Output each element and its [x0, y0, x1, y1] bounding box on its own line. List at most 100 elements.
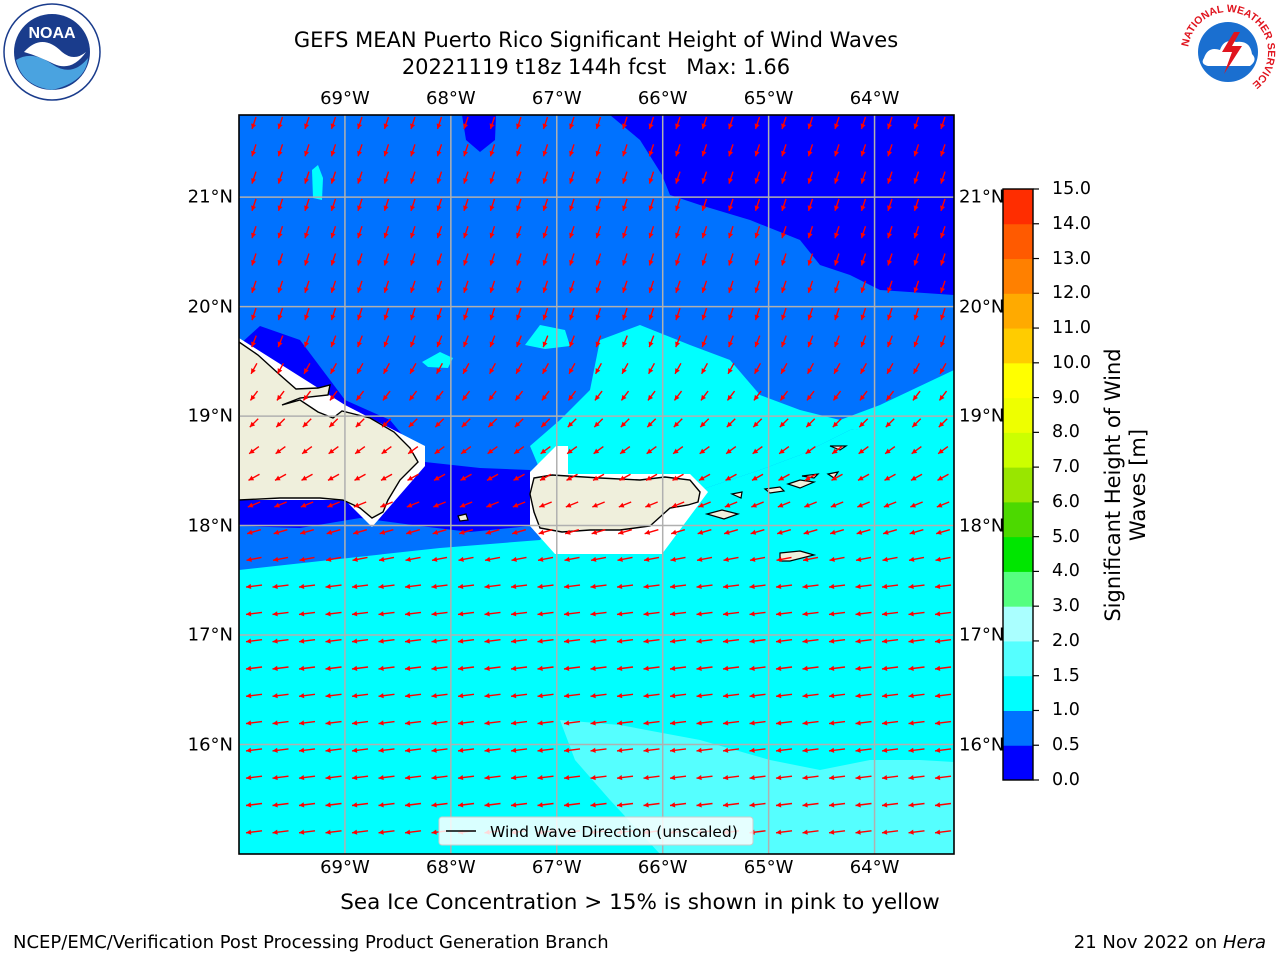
wind-arrow [537, 802, 554, 808]
wind-arrow [357, 253, 363, 266]
wind-arrow [728, 225, 734, 239]
wind-arrow [670, 529, 686, 535]
wind-arrow [700, 362, 709, 375]
wind-arrow [860, 144, 867, 157]
wind-arrow [616, 774, 634, 781]
wind-arrow [804, 501, 817, 508]
wind-arrow [510, 774, 528, 781]
wind-arrow [722, 747, 740, 753]
colorbar-tick-label: 14.0 [1052, 213, 1091, 234]
wind-arrow [726, 418, 736, 428]
wind-arrow [463, 253, 469, 266]
wind-arrow [912, 390, 921, 401]
wind-arrow [379, 529, 394, 535]
wind-arrow [829, 556, 845, 562]
wind-arrow [304, 198, 310, 212]
axis-tick-label: 21°N [959, 186, 1005, 208]
wind-arrow [881, 774, 899, 781]
wind-arrow [277, 225, 284, 239]
wind-arrow [327, 473, 340, 481]
wind-arrow [541, 390, 550, 401]
wind-arrow [272, 638, 289, 644]
wind-arrow [569, 307, 575, 321]
wind-arrow [754, 280, 761, 294]
wind-arrow [643, 693, 660, 699]
wind-arrow [802, 556, 819, 562]
wind-arrow [378, 693, 395, 699]
wind-arrow [566, 445, 578, 455]
wind-arrow [781, 198, 787, 212]
colorbar-segment [1003, 293, 1033, 329]
wind-arrow [592, 501, 605, 508]
wind-arrow [775, 583, 793, 590]
wind-arrow [722, 665, 740, 671]
wind-arrow [351, 583, 369, 590]
wind-arrow [722, 720, 740, 726]
wind-arrow [463, 171, 469, 184]
wind-arrow [648, 171, 655, 184]
wind-arrow [855, 829, 872, 835]
wind-arrow [569, 144, 575, 157]
wind-arrow [908, 720, 925, 726]
wind-arrow [728, 280, 734, 294]
wind-arrow [510, 583, 528, 590]
wind-arrow [590, 583, 607, 590]
wind-arrow [567, 418, 577, 428]
wind-arrow [457, 802, 475, 808]
wind-arrow [913, 198, 920, 212]
wind-arrow [807, 335, 814, 348]
wind-arrow [616, 747, 634, 753]
wind-arrow [620, 390, 630, 401]
wind-arrow [696, 774, 713, 781]
wind-arrow [407, 445, 419, 455]
wind-arrow [251, 198, 257, 212]
wind-arrow [516, 280, 522, 294]
wind-arrow [935, 857, 951, 862]
wind-arrow [909, 529, 924, 535]
wind-arrow [569, 335, 575, 348]
chart-title-line1: GEFS MEAN Puerto Rico Significant Height… [293, 28, 899, 52]
wind-arrow [273, 857, 289, 862]
axis-tick-label: 67°W [531, 857, 582, 878]
wind-arrow [436, 171, 443, 184]
wind-arrow [510, 611, 528, 617]
wind-arrow [304, 307, 310, 321]
wind-arrow [510, 665, 528, 671]
wind-arrow [857, 501, 870, 508]
wind-arrow [328, 445, 339, 455]
wind-arrow [696, 583, 713, 590]
wind-arrow [404, 802, 422, 808]
wind-arrow [887, 198, 893, 212]
wind-arrow [807, 307, 814, 321]
wind-arrow [404, 665, 422, 671]
wind-arrow [432, 529, 447, 535]
wind-arrow [887, 116, 893, 130]
wind-arrow [383, 171, 390, 184]
wind-arrow [248, 445, 260, 455]
wind-arrow [383, 307, 390, 321]
wind-arrow [410, 198, 416, 212]
wind-arrow [669, 665, 687, 671]
wind-arrow [537, 774, 554, 781]
wind-arrow [593, 445, 604, 455]
colorbar-segment [1003, 606, 1033, 642]
axis-tick-label: 18°N [959, 515, 1005, 537]
colorbar-tick-label: 7.0 [1052, 457, 1080, 478]
wind-arrow [775, 611, 793, 617]
wind-arrow [463, 198, 469, 212]
wind-arrow [383, 225, 390, 239]
wind-arrow [489, 253, 496, 266]
wind-arrow [298, 747, 316, 753]
wind-arrow [673, 390, 683, 401]
wind-arrow [379, 857, 395, 862]
wind-arrow [643, 747, 660, 753]
wind-arrow [431, 665, 448, 671]
axis-tick-label: 20°N [959, 296, 1005, 318]
axis-tick-label: 67°W [531, 88, 582, 109]
wind-arrow [357, 144, 363, 157]
wind-arrow [436, 307, 443, 321]
wind-arrow [566, 473, 578, 481]
wind-arrow [911, 418, 922, 428]
wind-arrow [489, 198, 496, 212]
wind-arrow [513, 473, 525, 481]
